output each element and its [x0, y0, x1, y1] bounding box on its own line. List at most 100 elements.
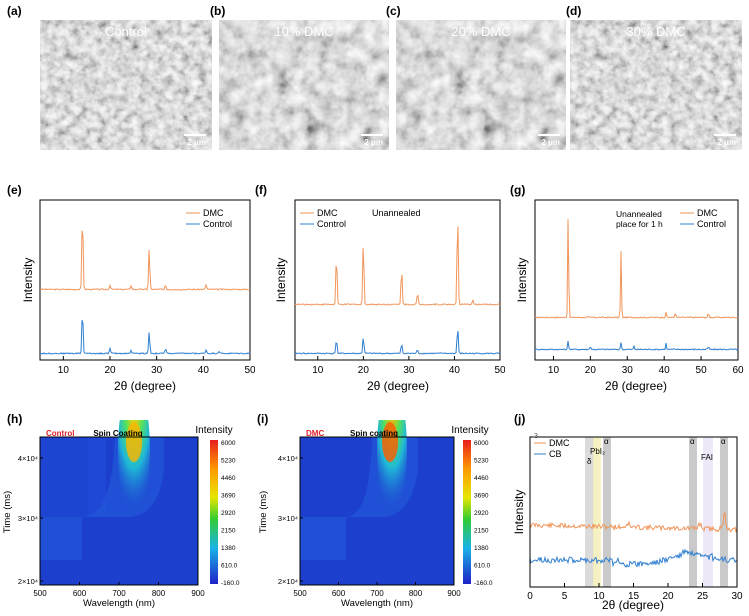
x-tick-label: 30: [731, 591, 743, 602]
x-tick-label: 800: [409, 589, 423, 598]
sem-caption: 10% DMC: [274, 24, 334, 39]
highlight-band-pbi2: [593, 437, 601, 587]
peak-label-alpha: α: [604, 437, 609, 446]
y-tick-label: 3×10⁴: [18, 514, 38, 523]
scale-bar: [361, 134, 383, 136]
colorbar-tick-label: 5230: [474, 458, 489, 465]
x-tick-label: 600: [73, 589, 87, 598]
series-line-dmc: [39, 230, 251, 291]
series-line-dmc: [535, 219, 739, 319]
xrd-chart-g: 10 20 30 40 50 60 Unannealed place for 1 h DM…: [515, 199, 744, 393]
x-tick-label: 500: [33, 589, 47, 598]
highlight-band-alpha-3: [720, 437, 728, 587]
panel-label-i: (i): [257, 412, 269, 426]
x-axis-label: Wavelength (nm): [83, 598, 155, 609]
x-tick-label: 700: [370, 589, 384, 598]
x-axis-label: 2θ (degree): [602, 598, 664, 612]
colorbar-title: Intensity: [195, 425, 232, 436]
y-tick-label: 3×10⁴: [278, 514, 298, 523]
panel-label-b: (b): [210, 4, 226, 18]
panel-label-c: (c): [386, 4, 401, 18]
scale-bar-label: 2 μm: [364, 138, 383, 147]
x-tick-label: 600: [332, 589, 346, 598]
legend-label-dmc: DMC: [317, 208, 338, 218]
colorbar-tick-label: 2150: [474, 528, 489, 535]
panel-label-d: (d): [566, 4, 582, 18]
legend-label-control: Control: [697, 219, 726, 229]
colorbar-tick-label: 4460: [221, 475, 236, 482]
sem-image-20-dmc: 20% DMC 2 μm: [396, 20, 566, 150]
x-tick-label: 5: [562, 591, 568, 602]
scale-bar-label: 2 μm: [717, 138, 736, 147]
x-tick-label: 20: [358, 365, 370, 376]
legend-label-control: Control: [203, 219, 232, 229]
peak-label-fai: FAI: [701, 453, 713, 462]
peak-label-alpha: α: [721, 437, 726, 446]
x-tick-label: 40: [449, 365, 461, 376]
y-tick-label: 4×10⁴: [278, 454, 298, 463]
colorbar-tick-label: 5230: [221, 458, 236, 465]
colorbar-tick-label: 1380: [221, 545, 236, 552]
x-tick-label: 900: [447, 589, 461, 598]
legend-label-control: Control: [317, 219, 346, 229]
colorbar-tick-label: 1380: [474, 545, 489, 552]
y-axis-label: Intensity: [21, 258, 35, 303]
sem-image-30-dmc: 30% DMC 2 μm: [570, 20, 742, 150]
scale-bar: [184, 134, 206, 136]
y-axis-label: Intensity: [515, 258, 529, 303]
series-line-control: [39, 320, 251, 355]
xrd-chart-e: 10 20 30 40 50 DMC Control 2θ (degree) Inten…: [21, 199, 255, 393]
x-tick-label: 500: [293, 589, 307, 598]
x-tick-label: 30: [403, 365, 415, 376]
peak-label-alpha: α: [690, 437, 695, 446]
panel-label-f: (f): [255, 183, 267, 197]
sem-image-control: Control 2 μm: [40, 20, 212, 150]
x-tick-label: 0: [527, 591, 533, 602]
x-axis-label: 2θ (degree): [114, 379, 176, 393]
y-axis-label: Intensity: [512, 490, 526, 535]
colorbar-tick-label: 4460: [474, 475, 489, 482]
peak-label-pbi2: PbI₂: [590, 447, 605, 456]
colorbar-tick-label: 2920: [221, 510, 236, 517]
annotation-place-time: place for 1 h: [616, 219, 663, 229]
xrd-chart-j: 3 DMC CB δ PbI₂ α α FAI α 0 5 10 15 20 25 30 2…: [512, 433, 743, 612]
panel-label-g: (g): [510, 183, 526, 197]
colorbar-title: Intensity: [451, 425, 488, 436]
heatmap-title: Spin Coating: [93, 429, 142, 438]
x-tick-label: 30: [622, 365, 634, 376]
colorbar-tick-label: 6000: [221, 440, 236, 447]
heatmap-chart-i: DMC Spin coating 500 600 700 800 900 2×10⁴ 3×1…: [258, 420, 493, 609]
sem-image-10-dmc: 10% DMC 2 μm: [219, 20, 389, 150]
annotation-unannealed: Unannealed: [616, 209, 662, 219]
colorbar-tick-label: 3690: [221, 493, 236, 500]
y-axis-label: Time (ms): [2, 491, 13, 533]
colorbar-tick-label: 610.0: [221, 563, 238, 570]
y-axis-label: Intensity: [274, 258, 288, 303]
sem-caption: 30% DMC: [626, 24, 686, 39]
x-tick-label: 800: [152, 589, 166, 598]
y-tick-label: 2×10⁴: [18, 577, 38, 586]
x-tick-label: 60: [732, 365, 744, 376]
y-tick-label: 4×10⁴: [18, 454, 38, 463]
sem-caption: 20% DMC: [451, 24, 511, 39]
y-tick-label: 2×10⁴: [278, 577, 298, 586]
x-axis-label: 2θ (degree): [367, 379, 429, 393]
colorbar-tick-label: 6000: [474, 440, 489, 447]
legend-label-dmc: DMC: [203, 208, 224, 218]
scale-bar: [538, 134, 560, 136]
highlight-band-fai: [703, 437, 713, 587]
highlight-band-delta: [585, 437, 594, 587]
scale-bar-label: 2 μm: [187, 138, 206, 147]
heatmap-title: Spin coating: [350, 429, 398, 438]
x-tick-label: 50: [494, 365, 505, 376]
colorbar-tick-label: 610.0: [474, 563, 491, 570]
x-tick-label: 15: [628, 591, 640, 602]
series-line-dmc: [529, 512, 738, 534]
series-line-cb: [529, 548, 738, 568]
legend-index: 3: [534, 433, 538, 440]
scale-bar: [714, 134, 736, 136]
panel-label-a: (a): [7, 4, 22, 18]
highlight-band-alpha-1: [603, 437, 611, 587]
heatmap-tag: DMC: [306, 429, 324, 438]
legend-label-dmc: DMC: [697, 208, 718, 218]
